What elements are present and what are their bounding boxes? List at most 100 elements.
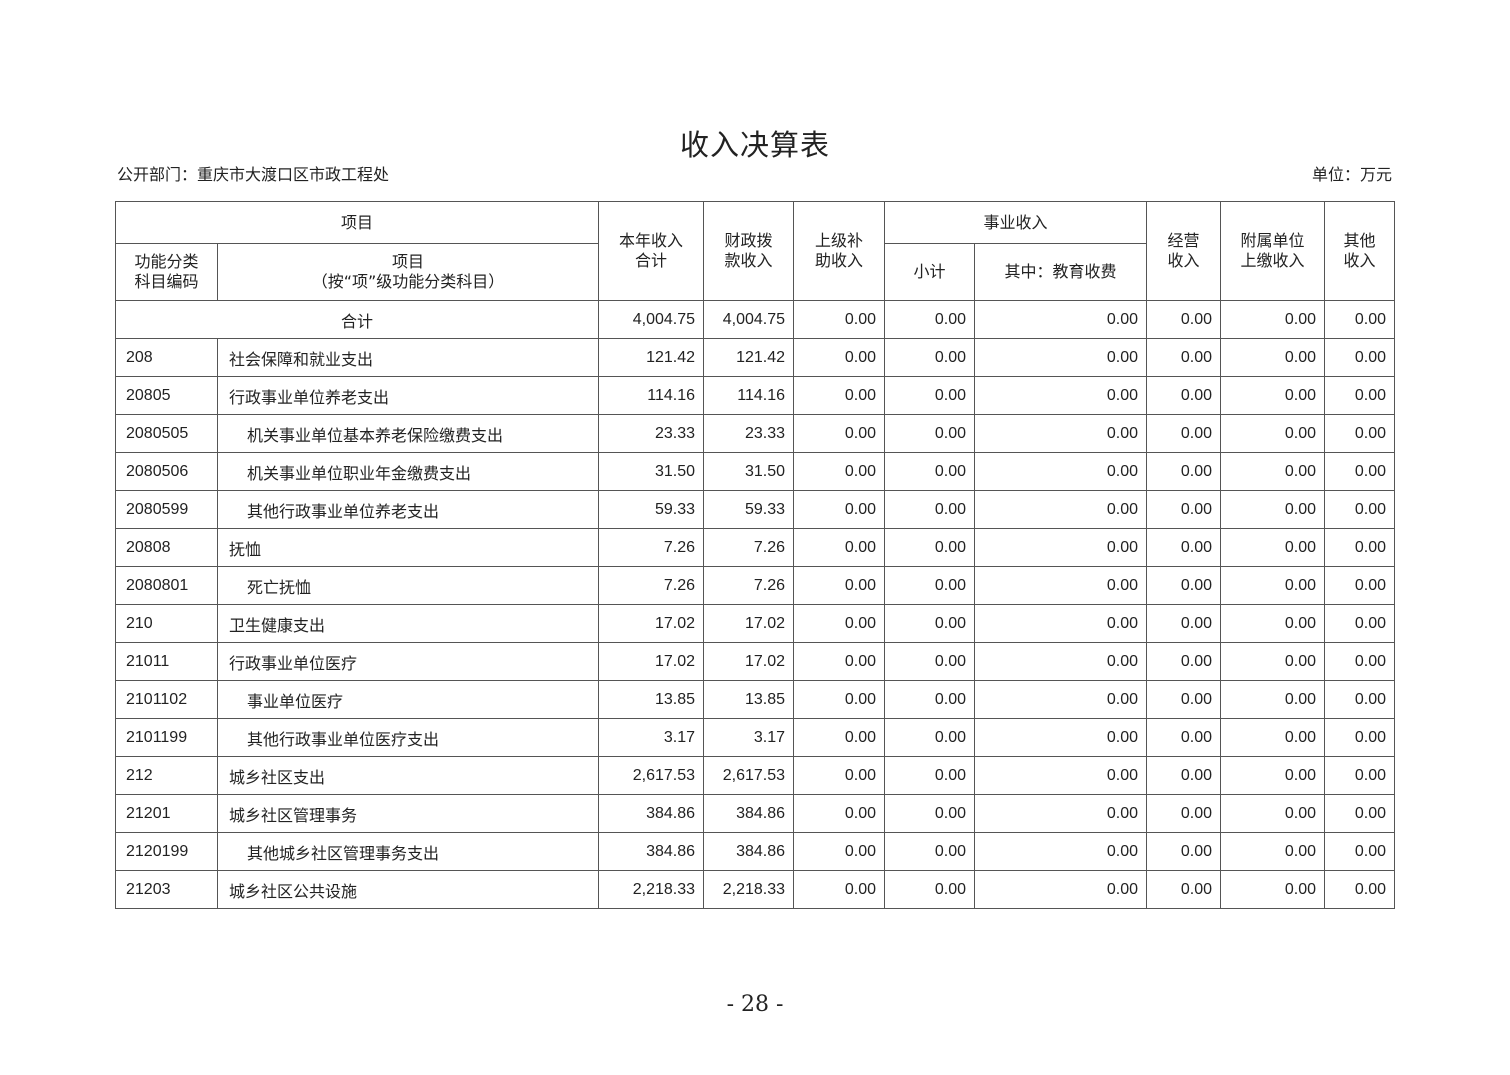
header-fiscal: 财政拨 款收入 xyxy=(703,201,795,301)
cell-value: 0.00 xyxy=(1220,870,1326,909)
cell-code: 2120199 xyxy=(115,832,218,871)
total-row: 合计 4,004.75 4,004.75 0.00 0.00 0.00 0.00… xyxy=(114,300,1396,339)
income-table: 项目 本年收入 合计 财政拨 款收入 上级补 助收入 事业收入 经营 收入 附属… xyxy=(114,201,1396,909)
cell-value: 0.00 xyxy=(974,756,1148,795)
cell-value: 4,004.75 xyxy=(703,300,795,339)
cell-value: 0.00 xyxy=(884,452,976,491)
cell-name: 城乡社区公共设施 xyxy=(216,870,600,909)
header-other: 其他 收入 xyxy=(1324,201,1396,301)
cell-code: 21011 xyxy=(115,642,218,681)
header-education: 其中：教育收费 xyxy=(974,243,1148,301)
cell-value: 0.00 xyxy=(884,718,976,757)
cell-name: 机关事业单位职业年金缴费支出 xyxy=(216,452,600,491)
cell-value: 0.00 xyxy=(1324,338,1396,377)
cell-value: 0.00 xyxy=(884,794,976,833)
cell-value: 0.00 xyxy=(1220,604,1326,643)
cell-code: 208 xyxy=(115,338,218,377)
cell-value: 0.00 xyxy=(974,376,1148,415)
cell-value: 0.00 xyxy=(793,832,886,871)
cell-value: 0.00 xyxy=(974,794,1148,833)
table-row: 2080801 死亡抚恤 7.26 7.26 0.00 0.00 0.00 0.00 0.00 0… xyxy=(115,566,1396,605)
cell-value: 0.00 xyxy=(974,832,1148,871)
cell-value: 0.00 xyxy=(1220,528,1326,567)
cell-value: 13.85 xyxy=(703,680,795,719)
table-row: 2080505 机关事业单位基本养老保险缴费支出 23.33 23.33 0.00 0.0… xyxy=(115,414,1396,453)
table-row: 20808 抚恤 7.26 7.26 0.00 0.00 0.00 0.00 0.00 0.00 xyxy=(115,528,1396,567)
table-row: 2101102 事业单位医疗 13.85 13.85 0.00 0.00 0.00 0.00 0… xyxy=(115,680,1396,719)
cell-value: 0.00 xyxy=(793,338,886,377)
cell-value: 0.00 xyxy=(1324,794,1396,833)
cell-value: 0.00 xyxy=(1146,642,1222,681)
cell-code: 21203 xyxy=(115,870,218,909)
header-item-line2: （按“项”级功能分类科目） xyxy=(311,272,505,291)
cell-value: 0.00 xyxy=(1324,452,1396,491)
department-label: 公开部门：重庆市大渡口区市政工程处 xyxy=(117,165,390,184)
cell-value: 0.00 xyxy=(884,680,976,719)
cell-value: 0.00 xyxy=(1220,338,1326,377)
cell-value: 4,004.75 xyxy=(598,300,705,339)
cell-value: 0.00 xyxy=(884,528,976,567)
cell-value: 0.00 xyxy=(1220,414,1326,453)
cell-value: 0.00 xyxy=(1146,832,1222,871)
cell-value: 7.26 xyxy=(703,566,795,605)
cell-value: 0.00 xyxy=(1324,376,1396,415)
cell-value: 0.00 xyxy=(793,490,886,529)
cell-value: 0.00 xyxy=(793,452,886,491)
cell-value: 0.00 xyxy=(1324,680,1396,719)
table-row: 208 社会保障和就业支出 121.42 121.42 0.00 0.00 0.00 0.00… xyxy=(115,338,1396,377)
cell-value: 0.00 xyxy=(1146,604,1222,643)
cell-value: 0.00 xyxy=(1324,490,1396,529)
cell-value: 17.02 xyxy=(703,604,795,643)
cell-name: 死亡抚恤 xyxy=(216,566,600,605)
cell-name: 其他城乡社区管理事务支出 xyxy=(216,832,600,871)
cell-value: 0.00 xyxy=(793,604,886,643)
cell-value: 0.00 xyxy=(793,528,886,567)
cell-value: 0.00 xyxy=(1220,794,1326,833)
cell-value: 3.17 xyxy=(703,718,795,757)
cell-value: 0.00 xyxy=(974,338,1148,377)
cell-value: 0.00 xyxy=(793,300,886,339)
cell-value: 2,617.53 xyxy=(598,756,705,795)
cell-value: 0.00 xyxy=(1146,300,1222,339)
table-row: 21011 行政事业单位医疗 17.02 17.02 0.00 0.00 0.00 0.00 0… xyxy=(115,642,1396,681)
cell-value: 0.00 xyxy=(1146,528,1222,567)
cell-value: 0.00 xyxy=(884,870,976,909)
cell-value: 31.50 xyxy=(598,452,705,491)
header-subtotal: 小计 xyxy=(884,243,976,301)
cell-value: 121.42 xyxy=(598,338,705,377)
cell-value: 0.00 xyxy=(884,604,976,643)
cell-value: 0.00 xyxy=(1324,756,1396,795)
cell-name: 卫生健康支出 xyxy=(216,604,600,643)
cell-value: 0.00 xyxy=(884,832,976,871)
cell-name: 城乡社区支出 xyxy=(216,756,600,795)
table-row: 2080599 其他行政事业单位养老支出 59.33 59.33 0.00 0.00 0.0… xyxy=(115,490,1396,529)
cell-value: 0.00 xyxy=(1324,300,1396,339)
unit-label: 单位：万元 xyxy=(1311,165,1392,184)
header-operating: 经营 收入 xyxy=(1146,201,1222,301)
cell-value: 59.33 xyxy=(598,490,705,529)
cell-value: 2,218.33 xyxy=(703,870,795,909)
cell-code: 20805 xyxy=(115,376,218,415)
cell-value: 0.00 xyxy=(1324,528,1396,567)
cell-value: 0.00 xyxy=(974,490,1148,529)
cell-value: 0.00 xyxy=(1220,642,1326,681)
cell-name: 抚恤 xyxy=(216,528,600,567)
header-code: 功能分类 科目编码 xyxy=(115,243,218,301)
cell-value: 17.02 xyxy=(598,604,705,643)
cell-value: 0.00 xyxy=(1146,376,1222,415)
cell-value: 2,218.33 xyxy=(598,870,705,909)
cell-value: 0.00 xyxy=(1324,414,1396,453)
cell-value: 0.00 xyxy=(974,642,1148,681)
cell-value: 3.17 xyxy=(598,718,705,757)
header-affiliated: 附属单位 上缴收入 xyxy=(1220,201,1326,301)
cell-value: 0.00 xyxy=(1146,414,1222,453)
cell-value: 17.02 xyxy=(703,642,795,681)
cell-value: 0.00 xyxy=(884,490,976,529)
cell-value: 0.00 xyxy=(793,870,886,909)
cell-value: 23.33 xyxy=(598,414,705,453)
cell-value: 0.00 xyxy=(1220,566,1326,605)
cell-value: 0.00 xyxy=(1146,756,1222,795)
header-item: 项目 （按“项”级功能分类科目） xyxy=(216,243,600,301)
cell-value: 0.00 xyxy=(793,794,886,833)
table-row: 210 卫生健康支出 17.02 17.02 0.00 0.00 0.00 0.00 0.00 0… xyxy=(115,604,1396,643)
